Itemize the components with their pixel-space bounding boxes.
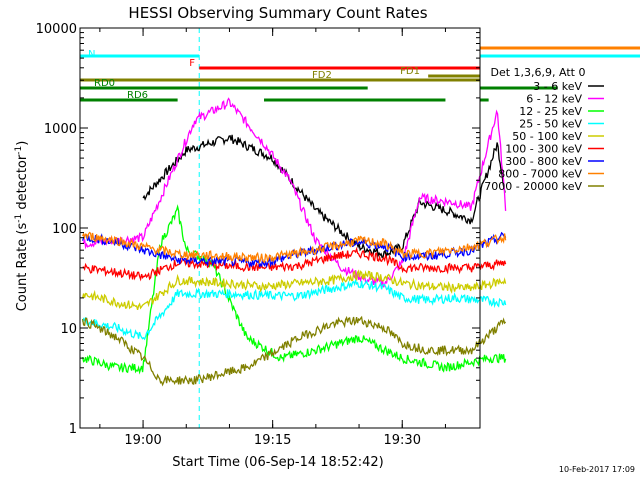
x-axis-label: Start Time (06-Sep-14 18:52:42) [172, 455, 383, 470]
footer-timestamp: 10-Feb-2017 17:09 [559, 465, 635, 474]
y-tick-label: 1 [69, 422, 77, 437]
flag-label: F [189, 58, 195, 69]
y-tick-label: 100 [52, 222, 77, 237]
series-line [82, 97, 507, 288]
legend-entry-label: 6 - 12 keV [526, 93, 582, 106]
y-axis-label-exp1: -1 [14, 214, 24, 223]
legend-title: Det 1,3,6,9, Att 0 [491, 66, 586, 79]
series-line [142, 134, 506, 259]
y-axis-label-main: Count Rate (s [15, 223, 30, 312]
flag-label: RD0 [94, 78, 115, 89]
y-axis-label-end: ) [15, 141, 30, 146]
flag-label: FD1 [400, 66, 420, 77]
legend-entry-label: 300 - 800 keV [505, 155, 582, 168]
flag-label: N [88, 49, 95, 60]
chart-title: HESSI Observing Summary Count Rates [128, 4, 427, 22]
series-layer [81, 97, 507, 387]
series-line [82, 231, 507, 265]
y-tick-label: 10000 [36, 22, 77, 37]
y-tick-label: 1000 [44, 122, 77, 137]
legend-entry-label: 800 - 7000 keV [498, 168, 582, 181]
y-tick-label: 10 [60, 322, 77, 337]
legend-entry-label: 50 - 100 keV [512, 130, 582, 143]
series-line [82, 246, 507, 282]
x-tick-label: 19:30 [384, 433, 421, 448]
legend-entry-label: 100 - 300 keV [505, 143, 582, 156]
legend-entry-label: 25 - 50 keV [519, 118, 582, 131]
y-axis-label-exp2: -1 [14, 146, 24, 155]
flags-layer: NSFFD1FD2RD0RD6 [80, 46, 640, 102]
series-line [81, 269, 507, 311]
y-axis-label-mid: detector [15, 154, 30, 214]
flag-label: FD2 [312, 70, 332, 81]
y-axis-label: Count Rate (s-1 detector-1) [14, 141, 30, 312]
flag-label: RD6 [127, 90, 148, 101]
plot-area [198, 28, 200, 428]
legend-entry-label: 3 - 6 keV [533, 80, 582, 93]
legend-entry-label: 7000 - 20000 keV [484, 180, 582, 193]
series-line [81, 278, 507, 341]
axes-layer: 19:00 19:15 19:30 1 10 100 1000 10000 [36, 22, 481, 448]
series-line [81, 204, 507, 375]
legend-entry-label: 12 - 25 keV [519, 105, 582, 118]
series-line [81, 315, 507, 387]
x-tick-label: 19:00 [124, 433, 161, 448]
x-tick-label: 19:15 [254, 433, 291, 448]
